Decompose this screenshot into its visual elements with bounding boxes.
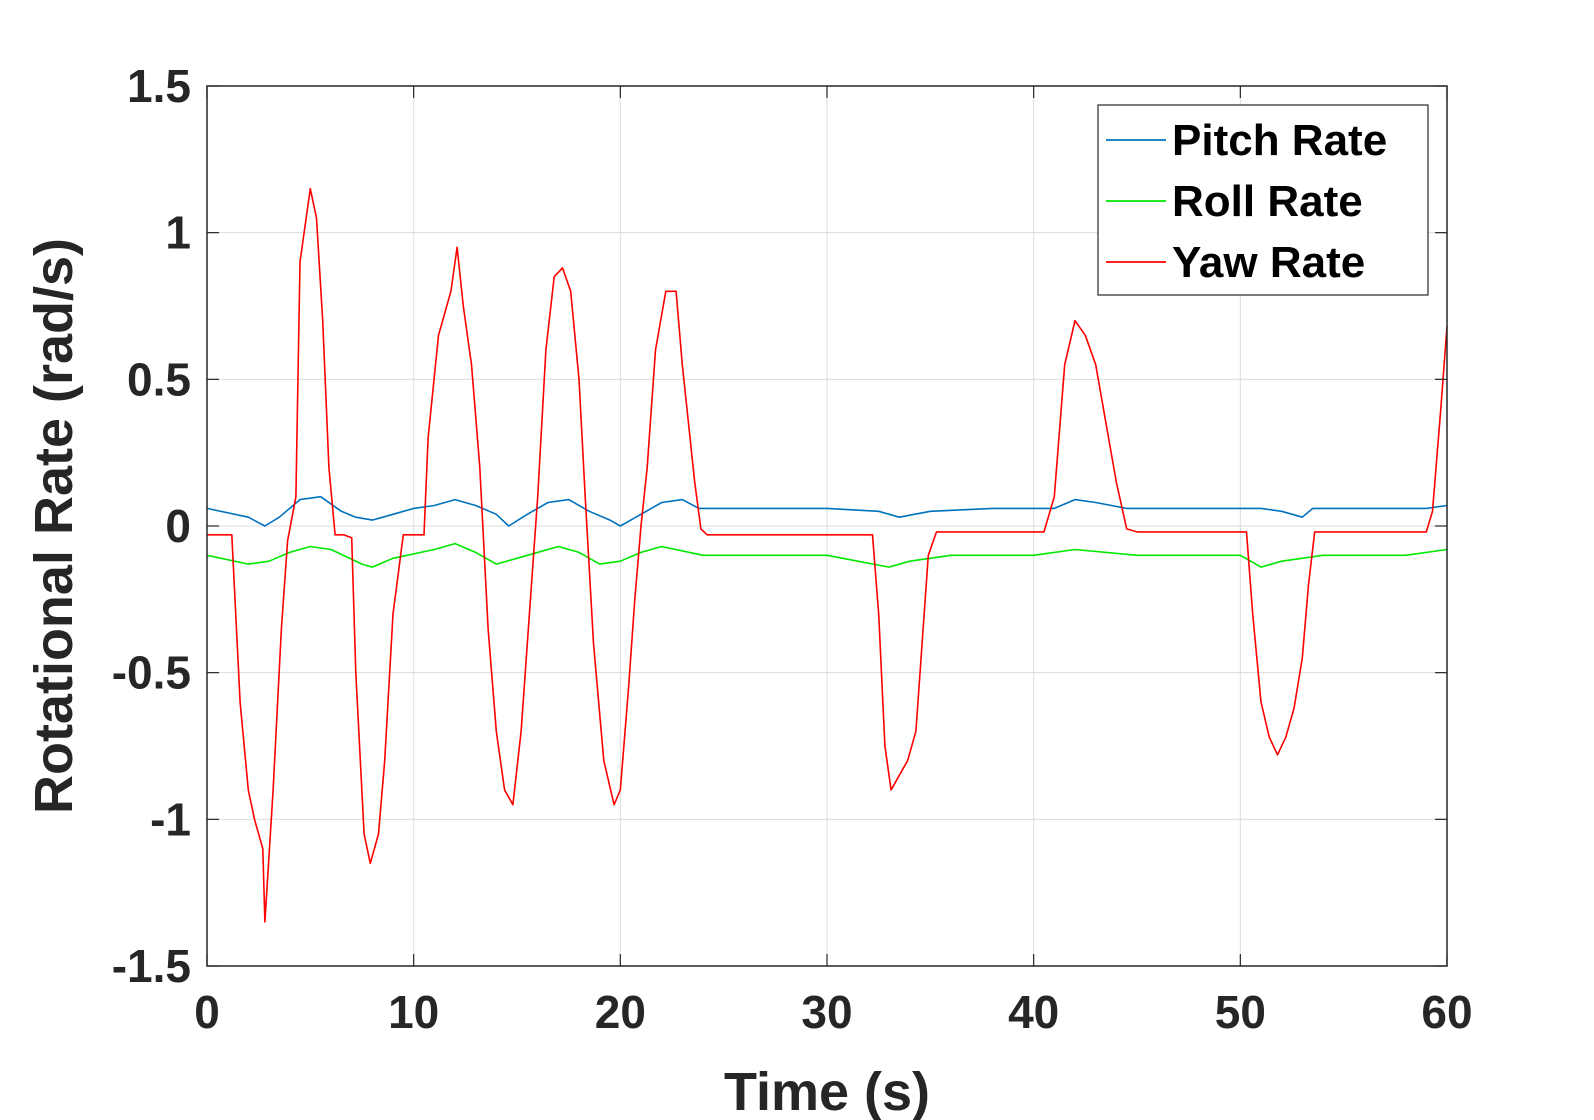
series-line-roll-rate bbox=[206, 542, 1448, 568]
x-tick-label: 60 bbox=[1421, 986, 1472, 1038]
y-tick-label: 0 bbox=[165, 500, 191, 552]
legend-label-pitch-rate: Pitch Rate bbox=[1172, 116, 1387, 165]
y-axis-title: Rotational Rate (rad/s) bbox=[24, 238, 84, 814]
x-tick-label: 10 bbox=[388, 986, 439, 1038]
series-layer bbox=[206, 187, 1448, 923]
series-line-pitch-rate bbox=[206, 495, 1448, 527]
y-tick-label: 1.5 bbox=[127, 60, 191, 112]
y-tick-label: -1.5 bbox=[112, 940, 191, 992]
legend-box bbox=[1097, 104, 1429, 296]
legend-label-roll-rate: Roll Rate bbox=[1172, 177, 1363, 226]
x-axis-title: Time (s) bbox=[724, 1062, 930, 1120]
series-line-yaw-rate bbox=[207, 187, 1448, 923]
x-tick-label: 0 bbox=[194, 986, 220, 1038]
y-tick-label: -1 bbox=[150, 793, 191, 845]
y-tick-labels: 1.5 1 0.5 0 -0.5 -1 -1.5 bbox=[112, 60, 191, 992]
y-tick-label: 0.5 bbox=[127, 353, 191, 405]
x-tick-label: 50 bbox=[1215, 986, 1266, 1038]
x-tick-label: 40 bbox=[1008, 986, 1059, 1038]
tick-marks bbox=[206, 85, 1448, 967]
y-tick-label: -0.5 bbox=[112, 647, 191, 699]
x-tick-label: 20 bbox=[595, 986, 646, 1038]
x-tick-labels: 0 10 20 30 40 50 60 bbox=[194, 986, 1472, 1038]
y-tick-label: 1 bbox=[165, 207, 191, 259]
legend-label-yaw-rate: Yaw Rate bbox=[1172, 238, 1365, 287]
x-tick-label: 30 bbox=[801, 986, 852, 1038]
legend: Pitch Rate Roll Rate Yaw Rate bbox=[1097, 104, 1429, 296]
